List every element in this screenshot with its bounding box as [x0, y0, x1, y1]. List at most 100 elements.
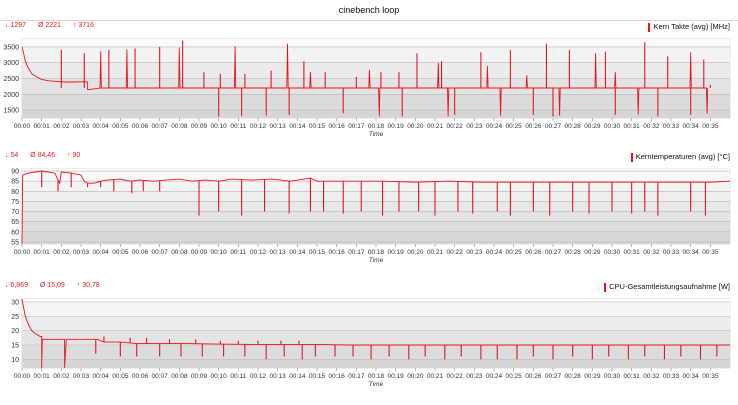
plot-band	[22, 62, 730, 79]
x-tick-label: 00:33	[663, 123, 680, 130]
series-line	[21, 170, 731, 245]
x-tick-label: 00:25	[506, 373, 523, 380]
plot-band	[22, 359, 730, 368]
stat-avg: Ø 84,46	[30, 152, 56, 159]
plot-band	[22, 316, 730, 331]
x-tick-label: 00:16	[329, 123, 346, 130]
plot-band	[22, 46, 730, 63]
y-tick-label: 55	[11, 239, 19, 246]
x-tick-label: 00:15	[309, 249, 326, 256]
series-line	[21, 298, 730, 369]
y-tick-label: 3000	[3, 60, 19, 67]
x-tick-label: 00:32	[643, 123, 660, 130]
plot-band	[22, 191, 730, 202]
y-tick-label: 75	[11, 199, 19, 206]
x-tick-label: 00:05	[112, 249, 129, 256]
x-tick-label: 00:27	[545, 123, 562, 130]
y-tick-label: 20	[11, 328, 19, 335]
y-tick-label: 70	[11, 209, 19, 216]
x-tick-label: 00:23	[466, 249, 483, 256]
plot-band	[22, 78, 730, 95]
legend-swatch	[648, 22, 651, 32]
y-tick-label: 10	[11, 357, 19, 364]
x-tick-label: 00:00	[14, 249, 31, 256]
x-tick-label: 00:01	[34, 123, 51, 130]
x-tick-label: 00:02	[53, 373, 70, 380]
x-tick-label: 00:10	[211, 373, 228, 380]
stat-min: ↓ 1297	[5, 22, 27, 29]
plot-band	[22, 301, 730, 317]
x-tick-label: 00:07	[152, 123, 169, 130]
x-tick-label: 00:05	[112, 123, 129, 130]
x-tick-label: 00:21	[427, 373, 444, 380]
power-legend: CPU-Gesamtleistungsaufnahme [W]	[604, 282, 730, 292]
x-tick-label: 00:11	[230, 123, 246, 130]
x-tick-label: 00:04	[93, 249, 110, 256]
stat-avg: Ø 2221	[37, 22, 61, 29]
x-tick-label: 00:02	[53, 123, 70, 130]
plot-band	[22, 110, 730, 118]
stat-min: ↓ 6,869	[5, 282, 28, 289]
x-tick-label: 00:13	[270, 123, 287, 130]
plot-band	[22, 345, 730, 360]
x-tick-label: 00:31	[624, 373, 641, 380]
legend-label: Kerntemperaturen (avg) [°C]	[635, 152, 730, 161]
clock-chart-panel: ↓ 1297 Ø 2221 ↑ 3716 Kern Takte (avg) [M…	[0, 22, 738, 148]
x-axis-label: Time	[369, 381, 384, 388]
x-tick-label: 00:08	[171, 373, 188, 380]
x-tick-label: 00:19	[388, 249, 405, 256]
x-tick-label: 00:02	[53, 249, 70, 256]
x-tick-label: 00:34	[683, 123, 700, 130]
x-tick-label: 00:15	[309, 373, 326, 380]
plot-band	[22, 171, 730, 182]
x-tick-label: 00:23	[466, 373, 483, 380]
x-tick-label: 00:30	[604, 373, 621, 380]
x-tick-label: 00:14	[289, 123, 306, 130]
x-tick-label: 00:30	[604, 123, 621, 130]
power-stats: ↓ 6,869 Ø 15,09 ↑ 30,78	[5, 282, 110, 289]
legend-swatch	[630, 152, 633, 162]
page-title: cinebench loop	[0, 0, 738, 21]
x-tick-label: 00:29	[584, 249, 601, 256]
x-tick-label: 00:17	[348, 123, 365, 130]
x-tick-label: 00:29	[584, 123, 601, 130]
x-tick-label: 00:19	[388, 123, 405, 130]
series-line	[21, 43, 709, 117]
x-tick-label: 00:28	[565, 249, 582, 256]
x-tick-label: 00:11	[230, 373, 246, 380]
x-tick-label: 00:01	[34, 249, 51, 256]
x-tick-label: 00:24	[486, 123, 503, 130]
x-axis-label: Time	[369, 257, 384, 264]
x-tick-label: 00:12	[250, 373, 267, 380]
y-tick-label: 3500	[3, 44, 19, 51]
stat-max: ↑ 3716	[72, 22, 94, 29]
x-tick-label: 00:35	[702, 249, 719, 256]
plot-band	[22, 241, 730, 244]
x-tick-label: 00:13	[270, 249, 287, 256]
y-tick-label: 25	[11, 314, 19, 321]
x-tick-label: 00:01	[34, 373, 51, 380]
x-tick-label: 00:11	[230, 249, 246, 256]
x-tick-label: 00:20	[407, 373, 424, 380]
legend-label: Kern Takte (avg) [MHz]	[653, 22, 730, 31]
x-tick-label: 00:20	[407, 249, 424, 256]
plot-band	[22, 299, 730, 302]
x-tick-label: 00:16	[329, 373, 346, 380]
x-tick-label: 00:22	[447, 123, 464, 130]
legend-swatch	[604, 282, 607, 292]
y-tick-label: 2000	[3, 92, 19, 99]
x-tick-label: 00:30	[604, 249, 621, 256]
x-tick-label: 00:08	[171, 123, 188, 130]
y-tick-label: 85	[11, 179, 19, 186]
plot-band	[22, 330, 730, 345]
plot-band	[22, 211, 730, 222]
y-tick-label: 30	[11, 299, 19, 306]
x-tick-label: 00:35	[702, 373, 719, 380]
clock-stats: ↓ 1297 Ø 2221 ↑ 3716	[5, 22, 104, 29]
temperature-stats: ↓ 54 Ø 84,46 ↑ 90	[5, 152, 90, 159]
x-tick-label: 00:34	[683, 249, 700, 256]
x-tick-label: 00:24	[486, 373, 503, 380]
x-tick-label: 00:03	[73, 373, 90, 380]
x-tick-label: 00:18	[368, 249, 385, 256]
plot-band	[22, 201, 730, 212]
